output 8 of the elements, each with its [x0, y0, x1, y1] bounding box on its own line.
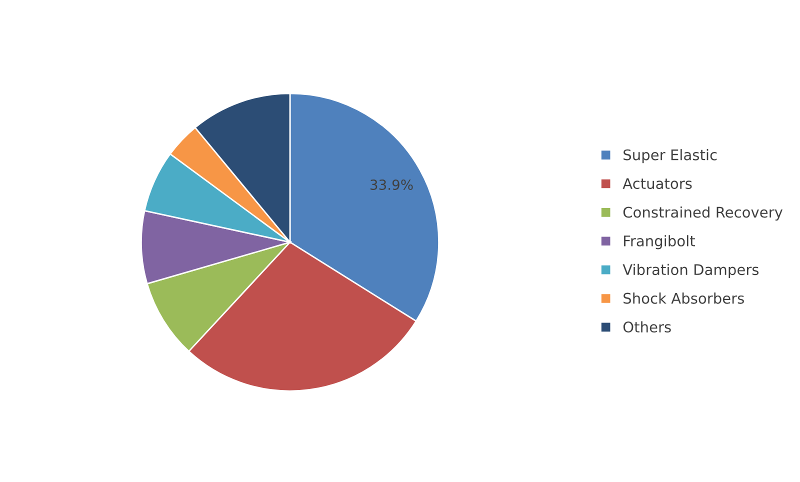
legend-label: Shock Absorbers	[624, 292, 744, 304]
legend-label: Constrained Recovery	[623, 206, 783, 221]
legend-label: Frangibolt	[624, 235, 696, 250]
data-label: 33.9%	[370, 179, 413, 190]
legend-label: Others	[623, 321, 671, 333]
legend-label: Vibration Dampers	[622, 264, 759, 278]
legend-label: Actuators	[622, 178, 692, 190]
legend-label: Super Elastic	[624, 149, 717, 164]
